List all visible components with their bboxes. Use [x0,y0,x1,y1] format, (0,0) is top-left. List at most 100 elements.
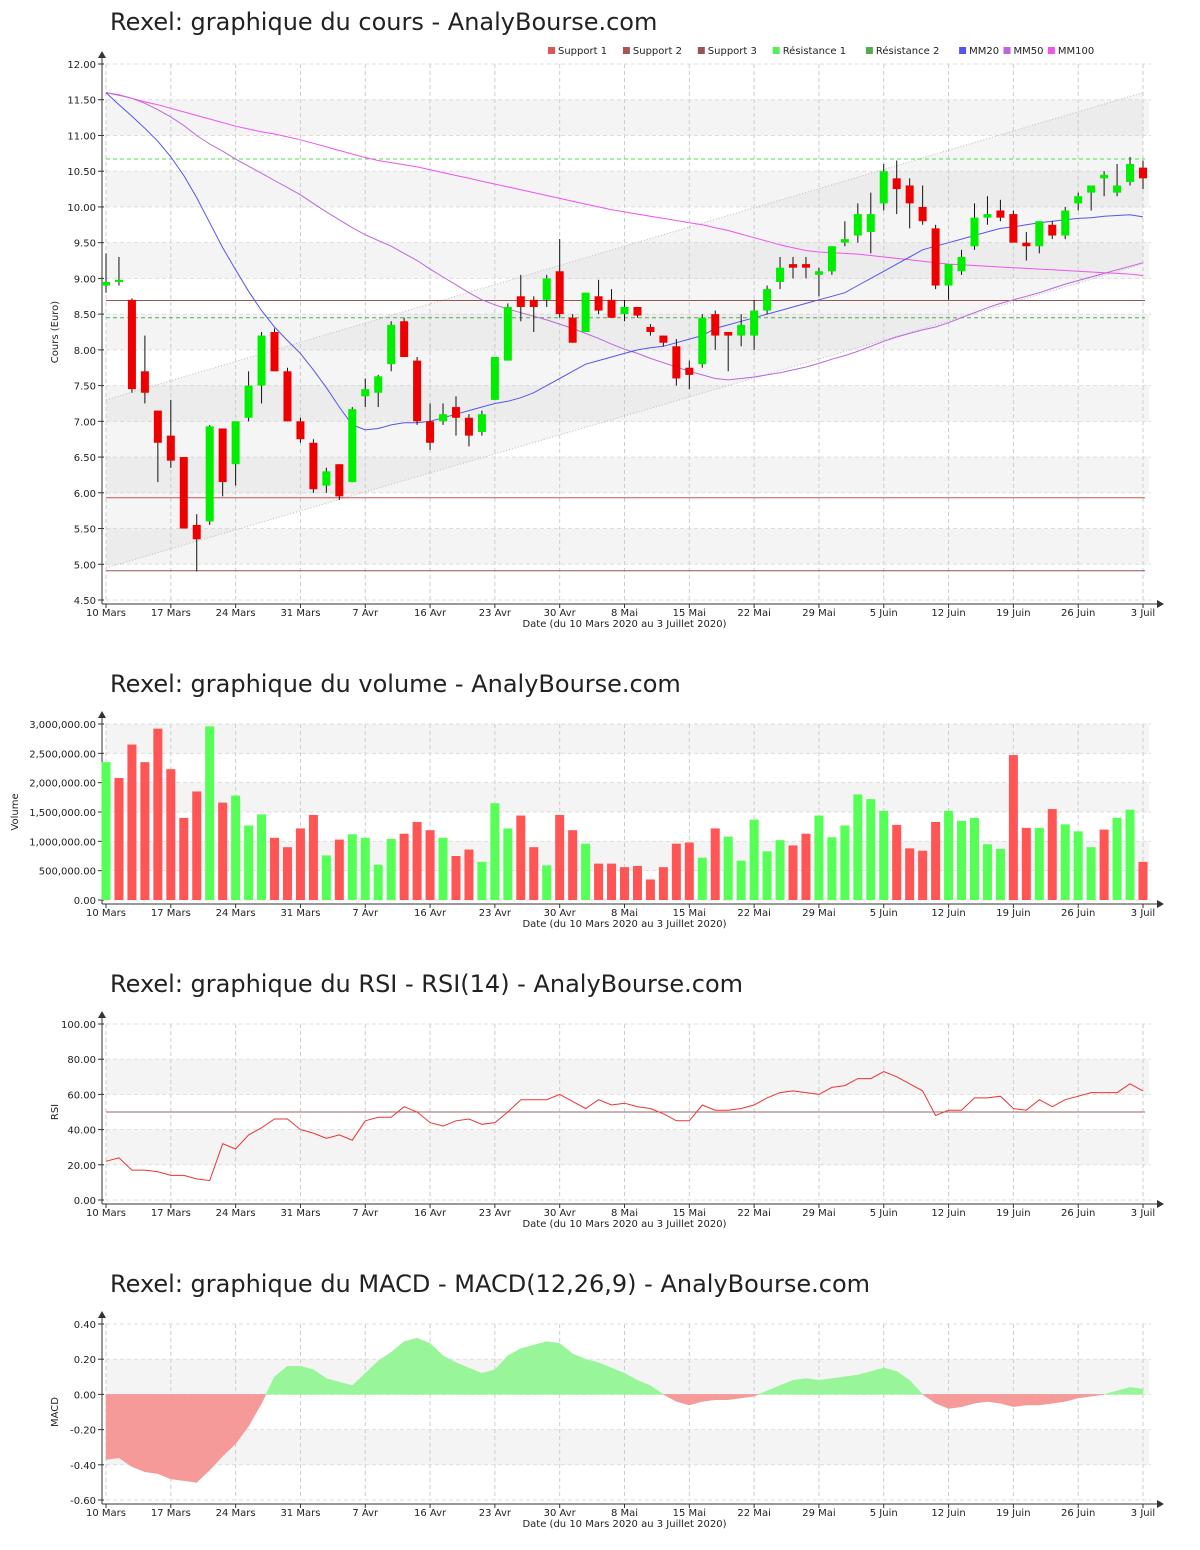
volume-bar-up [581,843,591,900]
rsi-x-tick-label: 19 Juin [996,1208,1030,1219]
candle-down [724,332,733,336]
candle-down [166,435,175,461]
rsi-x-tick-label: 26 Juin [1061,1208,1095,1219]
volume-y-tick-label: 1,500,000.00 [29,808,96,819]
volume-bar-up [257,814,267,900]
candle-up [503,306,512,361]
candle-down [529,299,538,307]
candle-down [153,410,162,443]
rsi-y-tick-label: 40.00 [67,1126,96,1137]
candle-up [814,271,823,275]
volume-bar-down [905,848,915,900]
price-y-tick-label: 11.00 [67,131,96,142]
volume-bar-up [969,817,979,900]
candle-up [361,389,370,397]
macd-x-tick-label: 31 Mars [280,1508,320,1519]
candle-down [309,442,318,490]
price-x-tick-label: 26 Juin [1061,608,1095,619]
volume-bar-up [360,837,370,900]
volume-bar-down [464,849,474,900]
volume-bar-up [749,819,759,900]
candle-up [853,214,862,236]
candle-down [179,457,188,529]
volume-bar-down [127,744,137,900]
rsi-y-tick-label: 80.00 [67,1055,96,1066]
candle-down [283,371,292,422]
price-chart: 4.50 5.00 5.50 6.00 6.50 7.00 7.50 8.00 8.50 9.00… [50,45,1164,630]
candle-down [659,335,668,343]
macd-negative-area [105,1394,1105,1483]
price-x-tick-label: 8 Mai [611,608,638,619]
volume-bar-up [386,838,396,900]
candle-down [918,206,927,222]
macd-x-tick-label: 10 Mars [86,1508,126,1519]
rsi-chart: 0.00 20.00 40.00 60.00 80.00 100.00 10 Mars 17 … [50,1011,1164,1230]
candle-up [1074,196,1083,204]
volume-y-tick-label: 2,500,000.00 [29,749,96,760]
volume-x-tick-label: 22 Mai [737,908,770,919]
volume-bar-down [140,762,150,900]
candle-up [1100,174,1109,179]
candle-down [931,228,940,286]
volume-x-tick-label: 30 Avr [544,908,577,919]
legend-swatch [622,47,630,54]
candle-down [633,306,642,316]
volume-x-axis-label: Date (du 10 Mars 2020 au 3 Juillet 2020) [522,919,726,930]
volume-bar-down [684,842,694,900]
macd-x-tick-label: 15 Mai [673,1508,706,1519]
volume-bar-down [710,828,720,900]
price-x-tick-label: 29 Mai [802,608,835,619]
volume-x-tick-label: 29 Mai [802,908,835,919]
candle-down [400,321,409,358]
volume-x-tick-label: 8 Mai [611,908,638,919]
volume-x-tick-label: 12 Juin [931,908,965,919]
candle-down [192,524,201,540]
candle-down [451,407,460,418]
candle-up [1113,185,1122,193]
rsi-x-tick-label: 17 Mars [151,1208,191,1219]
legend-swatch [959,47,967,54]
mm50-line [105,92,1144,381]
price-y-tick-label: 9.00 [74,274,96,285]
candle-up [1061,210,1070,236]
price-x-tick-label: 16 Avr [414,608,447,619]
volume-bar-up [1125,809,1135,900]
candle-up [827,246,836,272]
volume-bar-up [1073,831,1083,900]
price-x-tick-label: 17 Mars [151,608,191,619]
volume-bar-down [555,814,565,900]
volume-x-tick-label: 31 Mars [280,908,320,919]
candle-down [607,299,616,318]
rsi-chart-title: Rexel: graphique du RSI - RSI(14) - Anal… [110,970,744,998]
candle-up [231,421,240,465]
rsi-x-tick-label: 10 Mars [86,1208,126,1219]
rsi-y-tick-label: 60.00 [67,1090,96,1101]
volume-bar-up [1060,824,1070,900]
rsi-y-axis-label: RSI [50,1104,61,1120]
volume-x-tick-label: 16 Avr [414,908,447,919]
macd-chart: -0.60 -0.40 -0.20 0.00 0.20 0.40 10 Mars 17 Mar… [50,1311,1164,1530]
rsi-y-tick-label: 100.00 [61,1020,96,1031]
volume-bar-up [840,825,850,900]
candle-up [776,267,785,282]
volume-y-tick-label: 500,000.00 [39,867,96,878]
volume-bar-up [775,840,785,900]
price-y-tick-label: 6.50 [74,453,96,464]
mm100-line [105,92,1144,276]
legend-item: Résistance 2 [876,45,939,57]
price-y-tick-label: 10.50 [67,167,96,178]
candle-up [322,471,331,486]
candle-down [1009,214,1018,243]
candle-down [127,299,136,390]
volume-bar-down [632,865,642,900]
rsi-x-tick-label: 23 Avr [479,1208,512,1219]
price-x-tick-label: 12 Juin [931,608,965,619]
volume-bar-down [892,824,902,900]
macd-y-tick-label: 0.00 [74,1390,96,1401]
rsi-x-tick-label: 31 Mars [280,1208,320,1219]
candle-down [646,326,655,332]
volume-bar-up [101,762,111,900]
candle-up [348,409,357,483]
macd-x-tick-label: 17 Mars [151,1508,191,1519]
rsi-grid-band [106,1059,1149,1095]
